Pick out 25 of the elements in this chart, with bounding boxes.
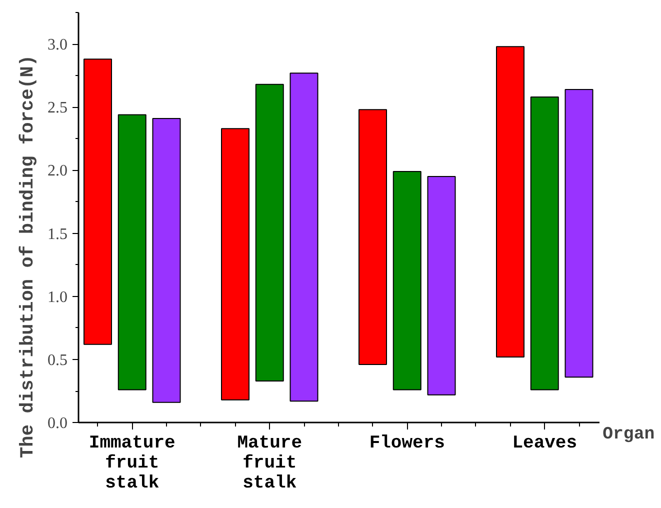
bar: [427, 176, 456, 396]
y-tick-label: 2.0: [48, 162, 68, 180]
y-tick-label: 3.0: [48, 36, 68, 54]
bar: [290, 72, 318, 402]
x-tick-label: Mature fruit stalk: [237, 434, 302, 494]
bar: [255, 84, 284, 382]
bar: [152, 118, 181, 403]
bar: [358, 109, 387, 366]
bar: [564, 88, 594, 378]
x-axis-title: Organ: [602, 426, 655, 445]
y-tick-label: 1.5: [48, 226, 68, 243]
bar: [392, 170, 422, 390]
bar: [530, 96, 559, 390]
x-tick-label: Flowers: [369, 434, 445, 454]
x-tick-label: Immature fruit stalk: [88, 434, 176, 494]
bar: [118, 114, 146, 390]
y-tick-label: 2.5: [48, 100, 68, 117]
y-axis-title: The distribution of binding force(N): [16, 54, 38, 458]
x-tick-label: Leaves: [512, 434, 578, 454]
bar: [496, 46, 524, 358]
y-tick-label: 1.0: [48, 288, 68, 306]
y-tick-label: 0.5: [48, 352, 68, 369]
bar: [221, 128, 250, 400]
bar: [84, 58, 112, 345]
y-tick-label: 0.0: [48, 415, 68, 432]
